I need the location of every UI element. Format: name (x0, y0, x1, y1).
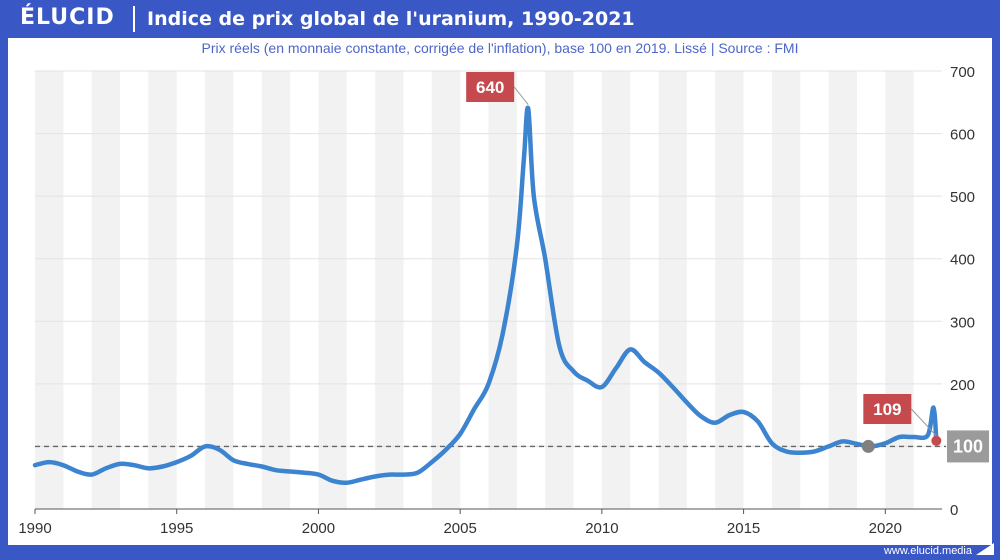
latest-value-marker (931, 435, 942, 446)
year-band (658, 71, 687, 509)
year-band (205, 71, 234, 509)
year-band (148, 71, 177, 509)
latest-leader-line (910, 408, 937, 437)
y-tick-label: 200 (950, 377, 975, 394)
year-band (318, 71, 347, 509)
background-bands (35, 71, 914, 509)
baseline-label-box (947, 430, 989, 463)
x-tick-label: 1995 (160, 520, 193, 537)
year-band (261, 71, 291, 509)
header-bar: ÉLUCID Indice de prix global de l'uraniu… (0, 0, 1000, 38)
y-tick-label: 300 (950, 314, 975, 331)
year-band (431, 71, 461, 509)
y-tick-label: 600 (950, 127, 975, 144)
series-line (32, 105, 939, 485)
year-band (375, 71, 404, 509)
x-tick-label: 2005 (443, 520, 476, 537)
year-band (715, 71, 744, 509)
year-band (601, 71, 631, 509)
x-tick-label: 2010 (585, 520, 618, 537)
year-band (771, 71, 801, 509)
chart-panel: Prix réels (en monnaie constante, corrig… (8, 38, 992, 545)
brand-logo: ÉLUCID (20, 5, 115, 30)
year-band (35, 71, 64, 509)
latest-callout-box (863, 394, 912, 424)
chart-subtitle: Prix réels (en monnaie constante, corrig… (201, 40, 799, 56)
footer-site: www.elucid.media (883, 545, 972, 557)
baseline-label: 100 (953, 436, 983, 456)
x-tick-label: 1990 (18, 520, 51, 537)
chart-marks: 640 109 100 (466, 72, 989, 463)
peak-callout-label: 640 (476, 78, 504, 97)
year-band (828, 71, 857, 509)
x-axis: 1990 1995 2000 2005 2010 2015 2020 (18, 508, 942, 537)
y-tick-label: 700 (950, 64, 975, 81)
peak-leader-line (513, 86, 529, 105)
header-separator (133, 6, 135, 32)
y-tick-label: 400 (950, 252, 975, 269)
flag-icon (976, 543, 994, 555)
x-tick-label: 2020 (869, 520, 902, 537)
chart-svg: 1990 1995 2000 2005 2010 2015 2020 0 100 200 300 4… (18, 64, 989, 537)
chart-title: Indice de prix global de l'uranium, 1990… (147, 8, 635, 30)
x-tick-label: 2000 (302, 520, 335, 537)
peak-callout-box (466, 72, 515, 102)
base-2019-marker (861, 439, 875, 453)
x-tick-label: 2015 (727, 520, 760, 537)
year-band (91, 71, 121, 509)
y-tick-label: 500 (950, 189, 975, 206)
latest-callout-label: 109 (873, 400, 901, 419)
y-tick-label: 0 (950, 502, 958, 519)
